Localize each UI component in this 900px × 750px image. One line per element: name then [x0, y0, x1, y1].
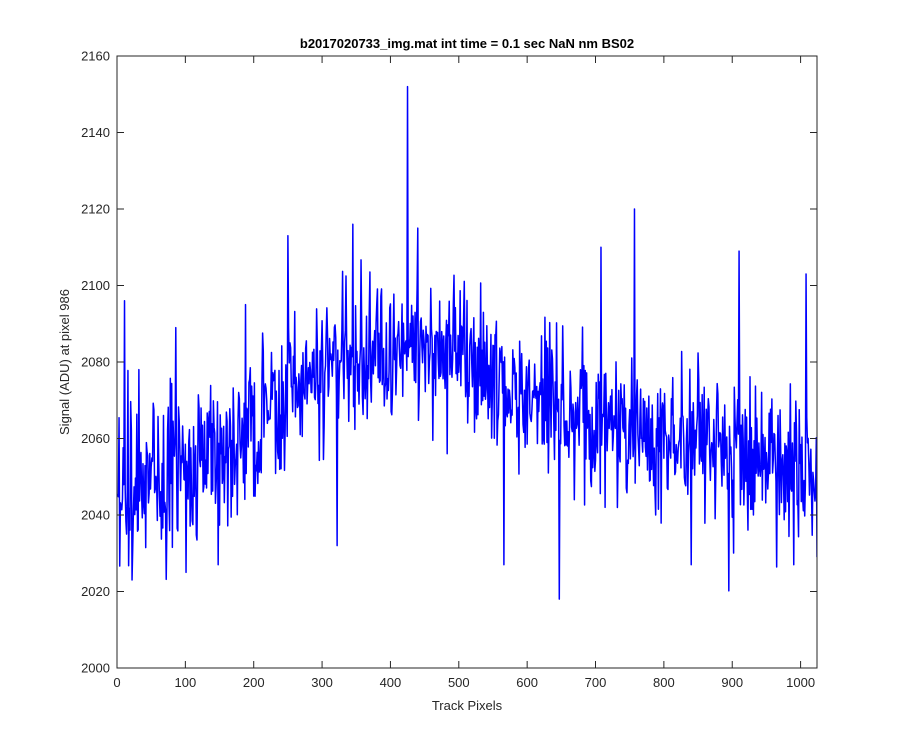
y-tick-label: 2160 — [81, 49, 110, 64]
y-axis-title: Signal (ADU) at pixel 986 — [57, 289, 72, 435]
x-tick-label: 200 — [243, 675, 265, 690]
x-tick-label: 300 — [311, 675, 333, 690]
y-tick-label: 2000 — [81, 661, 110, 676]
x-tick-label: 400 — [380, 675, 402, 690]
x-tick-label: 900 — [721, 675, 743, 690]
x-tick-label: 800 — [653, 675, 675, 690]
x-tick-label: 700 — [585, 675, 607, 690]
y-tick-label: 2140 — [81, 125, 110, 140]
y-tick-label: 2120 — [81, 202, 110, 217]
x-tick-label: 600 — [516, 675, 538, 690]
y-tick-label: 2100 — [81, 278, 110, 293]
x-tick-label: 500 — [448, 675, 470, 690]
y-tick-label: 2080 — [81, 355, 110, 370]
signal-line — [117, 85, 817, 600]
y-tick-label: 2040 — [81, 508, 110, 523]
x-tick-label: 1000 — [786, 675, 815, 690]
y-tick-label: 2020 — [81, 584, 110, 599]
series-layer — [117, 85, 817, 600]
y-axis: 2000 2020 2040 2060 2080 2100 2120 2140 2160 — [81, 49, 817, 676]
x-axis-title: Track Pixels — [432, 698, 503, 713]
plot-area — [116, 55, 818, 669]
y-tick-label: 2060 — [81, 431, 110, 446]
x-axis: 0 100 200 300 400 500 600 700 800 900 1000 — [113, 56, 815, 690]
chart-title: b2017020733_img.mat int time = 0.1 sec N… — [300, 36, 634, 51]
x-tick-label: 100 — [175, 675, 197, 690]
x-tick-label: 0 — [113, 675, 120, 690]
